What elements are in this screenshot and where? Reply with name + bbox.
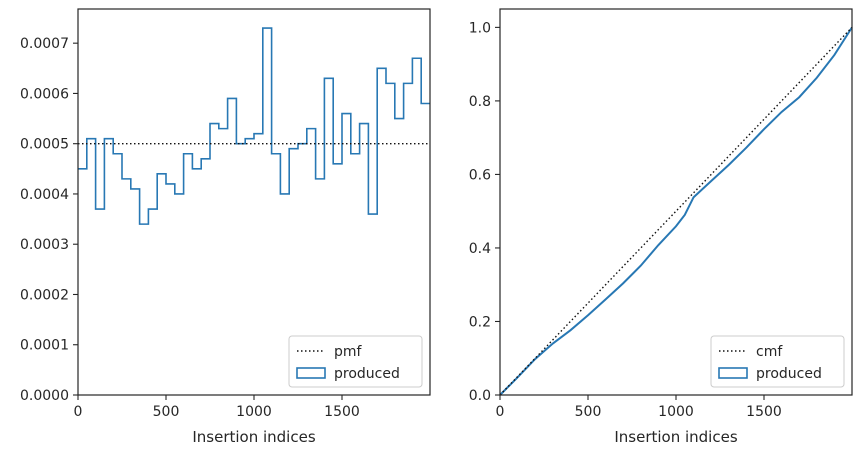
y-tick-label: 0.0000 xyxy=(20,388,69,404)
legend-label: produced xyxy=(334,366,400,382)
x-tick-label: 0 xyxy=(74,404,83,420)
y-tick-label: 0.2 xyxy=(469,314,491,330)
y-tick-label: 0.0007 xyxy=(20,36,69,52)
legend: pmf produced xyxy=(288,335,423,388)
y-tick-label: 1.0 xyxy=(469,20,491,36)
y-tick-label: 0.6 xyxy=(469,167,491,183)
legend-box xyxy=(288,335,423,388)
x-axis-label: Insertion indices xyxy=(192,428,315,446)
chart-panel-2: 0 500 1000 1500 0.0 0.2 0.4 0.6 0.8 1.0 Insertion … xyxy=(469,8,853,446)
x-axis-label: Insertion indices xyxy=(614,428,737,446)
legend-label: produced xyxy=(756,366,822,382)
y-tick-label: 0.4 xyxy=(469,241,491,257)
x-tick-label: 0 xyxy=(496,404,505,420)
x-tick-label: 1500 xyxy=(746,404,782,420)
x-tick-label: 1000 xyxy=(658,404,694,420)
y-tick-label: 0.0001 xyxy=(20,338,69,354)
chart-panel-1: 0 500 1000 1500 0.0000 0.0001 0.0002 0.0003 0.00… xyxy=(20,8,431,446)
x-tick-label: 500 xyxy=(575,404,602,420)
x-tick-label: 1500 xyxy=(324,404,360,420)
y-tick-label: 0.0003 xyxy=(20,237,69,253)
y-tick-label: 0.0006 xyxy=(20,86,69,102)
x-tick-label: 1000 xyxy=(236,404,272,420)
legend-box xyxy=(710,335,845,388)
y-tick-label: 0.0004 xyxy=(20,187,69,203)
legend-swatch-patch xyxy=(718,367,748,379)
y-tick-label: 0.0005 xyxy=(20,137,69,153)
series-produced-step xyxy=(78,27,430,225)
legend: cmf produced xyxy=(710,335,845,388)
legend-label: pmf xyxy=(334,344,363,360)
legend-label: cmf xyxy=(756,344,783,360)
y-tick-label: 0.0002 xyxy=(20,287,69,303)
series-produced-line xyxy=(499,26,853,396)
series-cmf-line xyxy=(499,26,853,396)
legend-swatch-patch xyxy=(296,367,326,379)
x-tick-label: 500 xyxy=(153,404,180,420)
y-tick-label: 0.0 xyxy=(469,388,491,404)
y-tick-label: 0.8 xyxy=(469,94,491,110)
